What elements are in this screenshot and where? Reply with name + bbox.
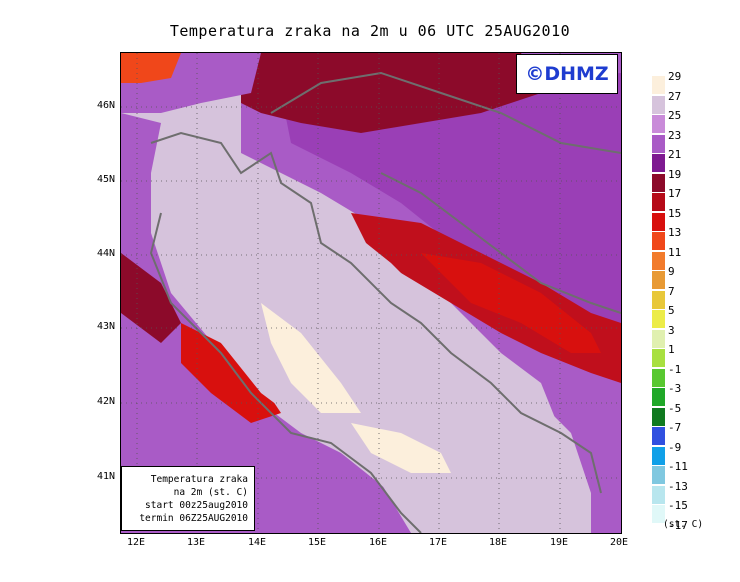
legend-swatch [652, 505, 665, 523]
lat-label-44: 44N [96, 248, 115, 259]
lon-label-18: 18E [488, 537, 508, 548]
lon-label-14: 14E [247, 537, 267, 548]
legend-label: 5 [668, 304, 675, 317]
legend-label: -9 [668, 440, 682, 454]
legend-label: 9 [668, 265, 675, 278]
lon-label-20: 20E [609, 537, 629, 548]
lat-label-41: 41N [96, 471, 115, 482]
legend-swatch [652, 76, 665, 94]
legend-label: 3 [668, 323, 675, 337]
graticule [121, 53, 621, 533]
info-line-1: Temperatura zraka [150, 474, 248, 485]
legend-swatch [652, 290, 665, 309]
legend-label: -5 [668, 401, 682, 415]
legend-swatch [652, 271, 665, 289]
legend-label: -3 [668, 382, 682, 395]
legend-label: 29 [668, 70, 682, 83]
dhmz-logo: ©DHMZ [516, 54, 618, 94]
lat-label-42: 42N [96, 396, 115, 407]
legend-label: 25 [668, 109, 682, 122]
info-box: Temperatura zraka na 2m (st. C) start 00… [121, 466, 255, 531]
legend-swatch [652, 485, 665, 504]
north-hot-zone [241, 53, 541, 133]
info-line-3: start 00z25aug2010 [145, 500, 248, 511]
map-canvas [121, 53, 621, 533]
legend-label: 23 [668, 128, 682, 142]
legend-swatch [652, 310, 665, 328]
lon-label-19: 19E [549, 537, 569, 548]
inland-border [380, 172, 621, 314]
legend-label: 19 [668, 167, 682, 181]
legend-swatch [652, 427, 665, 445]
legend-swatch [652, 446, 665, 465]
legend-swatch [652, 173, 665, 192]
temperature-map [120, 52, 622, 534]
lat-label-43: 43N [96, 321, 115, 332]
lon-label-12: 12E [126, 537, 146, 548]
legend-swatch [652, 193, 665, 211]
legend-swatch [652, 368, 665, 387]
adriatic-sea [161, 113, 591, 533]
legend-swatch [652, 329, 665, 348]
lat-label-46: 46N [96, 100, 115, 111]
lat-label-45: 45N [96, 174, 115, 185]
legend-label: 21 [668, 148, 682, 161]
alps-foothill-zone [121, 53, 181, 83]
legend-label: 27 [668, 89, 682, 103]
legend-label: -15 [668, 499, 688, 512]
lon-label-15: 15E [307, 537, 327, 548]
legend-swatch [652, 134, 665, 153]
legend-label: 15 [668, 206, 682, 220]
legend-label: -11 [668, 460, 688, 473]
lon-label-16: 16E [368, 537, 388, 548]
legend-swatch [652, 407, 665, 426]
italian-coastline [149, 212, 422, 533]
legend-label: -1 [668, 362, 682, 376]
legend-swatch [652, 349, 665, 367]
legend-swatch [652, 115, 665, 133]
tyrrhenian-coast-zone [121, 253, 181, 343]
east-coastline [150, 131, 602, 494]
warm-sea-patch-1 [261, 303, 361, 413]
northern-border [270, 71, 621, 154]
legend-swatch [652, 524, 665, 543]
warm-sea-patch-2 [351, 423, 451, 473]
legend-swatch [652, 212, 665, 231]
legend-swatch [652, 251, 665, 270]
legend-label: -7 [668, 421, 682, 434]
italian-land [121, 113, 411, 533]
info-line-2: na 2m (st. C) [173, 487, 248, 498]
legend-unit: (st. C) [663, 519, 704, 530]
legend-label: 11 [668, 245, 682, 259]
legend-swatch [652, 466, 665, 484]
legend-swatch [652, 154, 665, 172]
map-title: Temperatura zraka na 2m u 06 UTC 25AUG20… [169, 22, 571, 40]
legend-swatch [652, 388, 665, 406]
legend-label: 1 [668, 343, 675, 356]
legend-label: -17 [668, 518, 688, 532]
info-line-4: termin 06Z25AUG2010 [139, 513, 248, 524]
lon-label-13: 13E [186, 537, 206, 548]
legend-label: 13 [668, 226, 682, 239]
legend-swatch [652, 232, 665, 250]
legend-label: 7 [668, 284, 675, 298]
legend-label: 17 [668, 187, 682, 200]
legend-label: -13 [668, 479, 688, 493]
lon-label-17: 17E [428, 537, 448, 548]
legend-swatch [652, 95, 665, 114]
